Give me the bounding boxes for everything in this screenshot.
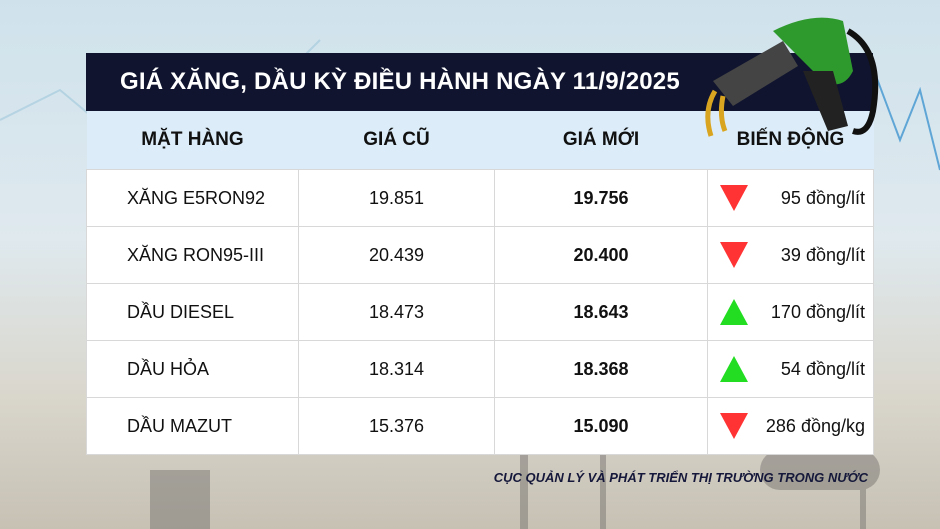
arrow-up-icon: [720, 299, 748, 325]
item-name: DẦU MAZUT: [86, 397, 299, 455]
item-name: XĂNG RON95-III: [86, 226, 299, 284]
old-price: 18.314: [298, 340, 495, 398]
item-name: DẦU DIESEL: [86, 283, 299, 341]
column-header-old-price: GIÁ CŨ: [298, 111, 495, 170]
new-price: 18.368: [494, 340, 708, 398]
old-price: 18.473: [298, 283, 495, 341]
table-row: XĂNG RON95-III 20.439 20.400 39 đồng/lít: [86, 226, 874, 284]
price-change: 170 đồng/lít: [707, 283, 874, 341]
new-price: 20.400: [494, 226, 708, 284]
source-caption: CỤC QUẢN LÝ VÀ PHÁT TRIỂN THỊ TRƯỜNG TRO…: [493, 470, 868, 485]
table-row: DẦU HỎA 18.314 18.368 54 đồng/lít: [86, 340, 874, 398]
price-change: 39 đồng/lít: [707, 226, 874, 284]
fuel-price-table-card: GIÁ XĂNG, DẦU KỲ ĐIỀU HÀNH NGÀY 11/9/202…: [86, 17, 879, 455]
new-price: 15.090: [494, 397, 708, 455]
fuel-price-table: MẶT HÀNG GIÁ CŨ GIÁ MỚI BIẾN ĐỘNG XĂNG E…: [86, 111, 874, 455]
fuel-pump-nozzle-icon: [705, 17, 879, 137]
arrow-up-icon: [720, 356, 748, 382]
arrow-down-icon: [720, 242, 748, 268]
item-name: XĂNG E5RON92: [86, 169, 299, 227]
table-row: DẦU DIESEL 18.473 18.643 170 đồng/lít: [86, 283, 874, 341]
new-price: 18.643: [494, 283, 708, 341]
price-change: 95 đồng/lít: [707, 169, 874, 227]
arrow-down-icon: [720, 185, 748, 211]
table-row: DẦU MAZUT 15.376 15.090 286 đồng/kg: [86, 397, 874, 455]
old-price: 15.376: [298, 397, 495, 455]
arrow-down-icon: [720, 413, 748, 439]
change-amount: 95 đồng/lít: [780, 187, 865, 208]
old-price: 20.439: [298, 226, 495, 284]
change-amount: 54 đồng/lít: [780, 358, 865, 379]
item-name: DẦU HỎA: [86, 340, 299, 398]
change-amount: 170 đồng/lít: [770, 301, 865, 322]
column-header-item: MẶT HÀNG: [86, 111, 299, 170]
old-price: 19.851: [298, 169, 495, 227]
table-header-row: MẶT HÀNG GIÁ CŨ GIÁ MỚI BIẾN ĐỘNG: [86, 111, 874, 170]
new-price: 19.756: [494, 169, 708, 227]
price-change: 286 đồng/kg: [707, 397, 874, 455]
change-amount: 39 đồng/lít: [780, 244, 865, 265]
price-change: 54 đồng/lít: [707, 340, 874, 398]
table-row: XĂNG E5RON92 19.851 19.756 95 đồng/lít: [86, 169, 874, 227]
column-header-new-price: GIÁ MỚI: [494, 111, 708, 170]
change-amount: 286 đồng/kg: [765, 415, 865, 436]
